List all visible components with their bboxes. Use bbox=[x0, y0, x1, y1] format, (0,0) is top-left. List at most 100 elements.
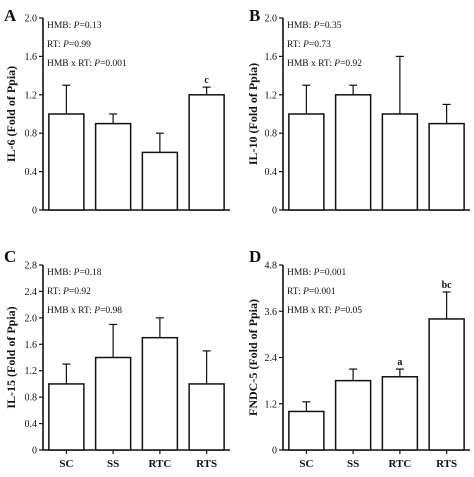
y-tick-label: 2.0 bbox=[265, 14, 278, 25]
stat-p-symbol: P bbox=[62, 287, 69, 297]
bar-ss bbox=[94, 122, 132, 211]
y-tick-label: 1.6 bbox=[265, 52, 278, 63]
bar-ss bbox=[334, 94, 372, 211]
y-tick-label: 1.2 bbox=[265, 90, 278, 101]
stat-p-symbol: P bbox=[313, 21, 320, 31]
panel-letter: A bbox=[4, 6, 17, 25]
y-tick-label: 2.4 bbox=[25, 287, 38, 298]
y-tick-label: 0 bbox=[272, 446, 277, 457]
panel-letter: C bbox=[4, 247, 16, 266]
stat-prefix: HMB x RT: bbox=[287, 59, 334, 69]
y-axis-title: IL-6 (Fold of Ppia) bbox=[4, 66, 18, 162]
bar-rtc bbox=[141, 151, 179, 211]
y-tick-label: 3.6 bbox=[265, 307, 278, 318]
stat-line: HMB x RT: P=0.98 bbox=[47, 306, 122, 316]
stat-prefix: RT: bbox=[287, 40, 303, 50]
panel-c: C IL-15 (Fold of Ppia) 0 0.4 0.8 1.2 1.6 2.0 2.4… bbox=[4, 247, 230, 470]
stat-line: RT: P=0.001 bbox=[287, 287, 336, 297]
y-tick-label: 0 bbox=[272, 206, 277, 217]
stat-prefix: HMB: bbox=[287, 268, 314, 278]
significance-label: c bbox=[204, 75, 209, 86]
y-tick-label: 4.8 bbox=[265, 261, 278, 272]
bar-rtc bbox=[381, 376, 419, 451]
y-tick-label: 0.8 bbox=[265, 129, 278, 140]
bar-rtc bbox=[141, 336, 179, 451]
bar-sc bbox=[48, 383, 85, 451]
stat-value: =0.92 bbox=[69, 287, 91, 297]
bar-rts bbox=[428, 122, 465, 211]
stat-line: HMB: P=0.35 bbox=[287, 21, 342, 31]
y-axis-title: IL-15 (Fold of Ppia) bbox=[4, 306, 18, 408]
x-tick-label: RTC bbox=[148, 458, 171, 470]
panel-letter: D bbox=[249, 247, 261, 266]
stat-value: =0.73 bbox=[309, 40, 331, 50]
stat-line: RT: P=0.92 bbox=[47, 287, 91, 297]
panel-b: B IL-10 (Fold of Ppia) 0 0.4 0.8 1.2 1.6 2.0 HMB… bbox=[246, 6, 470, 217]
stat-line: HMB: P=0.13 bbox=[47, 21, 102, 31]
bar-sc bbox=[288, 410, 325, 451]
y-tick-label: 1.2 bbox=[25, 366, 38, 377]
stat-prefix: RT: bbox=[287, 287, 303, 297]
stat-line: HMB x RT: P=0.05 bbox=[287, 306, 362, 316]
stat-p-symbol: P bbox=[333, 306, 340, 316]
stat-prefix: RT: bbox=[47, 40, 63, 50]
y-tick-label: 2.8 bbox=[25, 261, 38, 272]
y-tick-label: 1.2 bbox=[265, 399, 278, 410]
x-tick-label: SC bbox=[299, 458, 313, 470]
bar-rtc bbox=[381, 113, 419, 211]
bar-sc bbox=[288, 113, 325, 211]
y-tick-label: 1.6 bbox=[25, 52, 38, 63]
stat-p-symbol: P bbox=[93, 59, 100, 69]
stat-p-symbol: P bbox=[302, 40, 309, 50]
x-tick-label: SC bbox=[59, 458, 73, 470]
bar-sc bbox=[48, 113, 85, 211]
stat-p-symbol: P bbox=[73, 268, 80, 278]
panel-letter: B bbox=[249, 6, 260, 25]
stat-value: =0.35 bbox=[319, 21, 341, 31]
stat-prefix: HMB: bbox=[287, 21, 314, 31]
bar-rts bbox=[188, 383, 225, 451]
stat-p-symbol: P bbox=[313, 268, 320, 278]
y-axis-title: IL-10 (Fold of Ppia) bbox=[246, 63, 260, 165]
stat-p-symbol: P bbox=[73, 21, 80, 31]
stat-prefix: HMB x RT: bbox=[47, 306, 94, 316]
x-tick-label: RTC bbox=[388, 458, 411, 470]
stat-value: =0.99 bbox=[69, 40, 91, 50]
y-tick-label: 2.0 bbox=[25, 313, 38, 324]
y-tick-label: 1.6 bbox=[25, 340, 38, 351]
stat-value: =0.92 bbox=[340, 59, 362, 69]
stat-value: =0.18 bbox=[79, 268, 101, 278]
y-tick-label: 0.8 bbox=[25, 393, 38, 404]
significance-label: bc bbox=[442, 280, 453, 291]
stat-prefix: HMB x RT: bbox=[47, 59, 94, 69]
panel-a: A IL-6 (Fold of Ppia) 0 0.4 0.8 1.2 1.6 2.0 c HMB… bbox=[4, 6, 230, 217]
stat-p-symbol: P bbox=[302, 287, 309, 297]
y-axis-title: FNDC-5 (Fold of Ppia) bbox=[246, 299, 260, 416]
y-tick-label: 0.4 bbox=[25, 419, 38, 430]
x-tick-label: RTS bbox=[436, 458, 457, 470]
stat-line: HMB: P=0.18 bbox=[47, 268, 102, 278]
bar-rts bbox=[188, 94, 225, 211]
stat-prefix: HMB: bbox=[47, 21, 74, 31]
stat-p-symbol: P bbox=[333, 59, 340, 69]
stat-value: =0.05 bbox=[340, 306, 362, 316]
panel-d: D FNDC-5 (Fold of Ppia) 0 1.2 2.4 3.6 4.8 SC SS a… bbox=[246, 247, 470, 470]
stat-value: =0.98 bbox=[100, 306, 122, 316]
stat-value: =0.13 bbox=[79, 21, 101, 31]
y-tick-label: 2.4 bbox=[265, 353, 278, 364]
y-tick-label: 0 bbox=[32, 446, 37, 457]
x-tick-label: SS bbox=[347, 458, 359, 470]
bar-ss bbox=[334, 379, 372, 451]
stat-prefix: HMB: bbox=[47, 268, 74, 278]
stat-line: RT: P=0.73 bbox=[287, 40, 331, 50]
stat-value: =0.001 bbox=[309, 287, 336, 297]
x-tick-label: SS bbox=[107, 458, 119, 470]
y-tick-label: 2.0 bbox=[25, 14, 38, 25]
significance-label: a bbox=[397, 357, 402, 368]
stat-p-symbol: P bbox=[62, 40, 69, 50]
stat-prefix: HMB x RT: bbox=[287, 306, 334, 316]
stat-prefix: RT: bbox=[47, 287, 63, 297]
stat-value: =0.001 bbox=[319, 268, 346, 278]
stat-line: RT: P=0.99 bbox=[47, 40, 91, 50]
